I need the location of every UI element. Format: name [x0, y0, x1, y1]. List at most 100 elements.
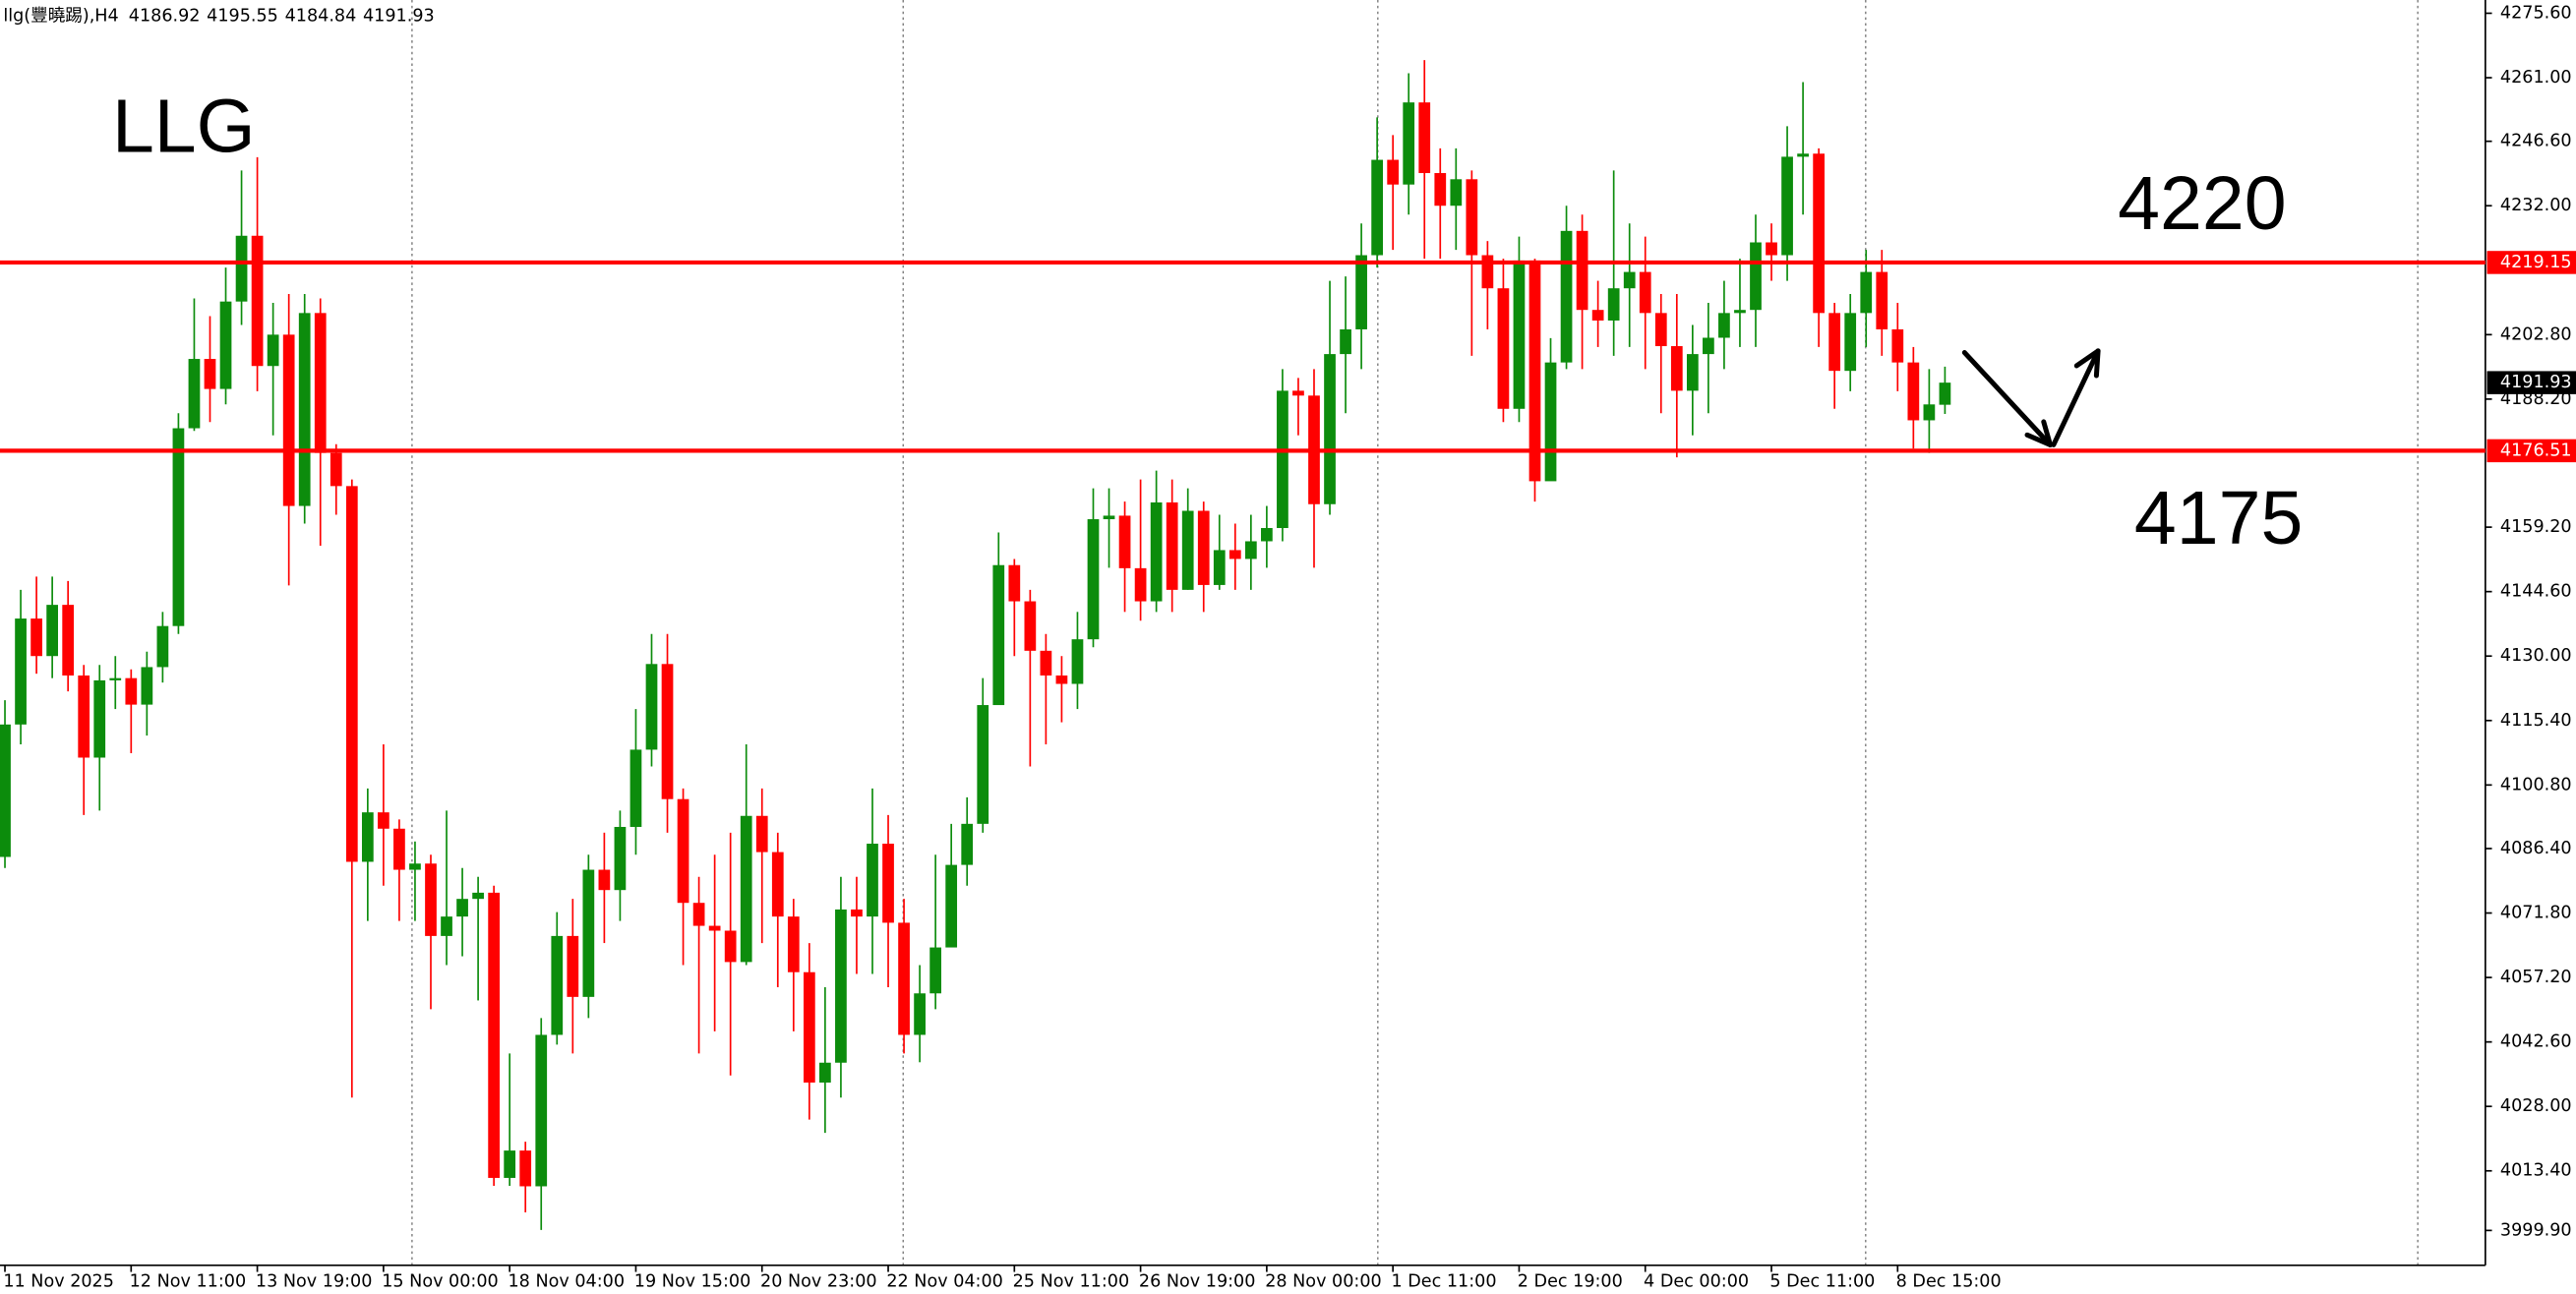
candle-body: [724, 930, 737, 963]
candle-body: [1703, 337, 1714, 355]
candle-body: [914, 993, 926, 1035]
candle-body: [1450, 179, 1463, 206]
candle-body: [1055, 675, 1068, 684]
candle-body: [1939, 382, 1951, 405]
candle-body: [15, 618, 27, 725]
candle-body: [1623, 271, 1636, 289]
candle-body: [409, 863, 421, 870]
candle-body: [472, 892, 484, 900]
candle-body: [1891, 328, 1904, 363]
candle-body: [740, 815, 752, 963]
level-label-box: [2486, 439, 2576, 463]
y-tick-label: 4159.20: [2500, 517, 2572, 537]
y-tick-label: 4100.80: [2500, 775, 2572, 794]
annotation: 4175: [2134, 476, 2303, 560]
candle-body: [329, 452, 342, 487]
candle-body: [755, 815, 768, 853]
candle-body: [1371, 159, 1383, 256]
candle-body: [851, 909, 863, 917]
candle-body: [1560, 230, 1573, 363]
candle-body: [30, 618, 42, 657]
candle-body: [425, 863, 437, 936]
candle-body: [109, 677, 122, 680]
candle-body: [1718, 313, 1730, 338]
candle-body: [1434, 173, 1447, 206]
candle-body: [992, 564, 1005, 706]
candle-body: [393, 828, 405, 870]
candle-body: [1907, 362, 1920, 421]
candle-body: [787, 916, 800, 972]
y-tick-label: 4071.80: [2500, 904, 2572, 923]
y-tick-label: 3999.90: [2500, 1220, 2572, 1240]
candle-body: [1166, 501, 1178, 590]
candle-body: [504, 1150, 516, 1178]
candle-body: [488, 892, 500, 1178]
candle-body: [235, 235, 248, 302]
candle-body: [1244, 541, 1257, 559]
candle-body: [977, 705, 989, 824]
candle-body: [1340, 328, 1351, 355]
level-label-box: [2486, 251, 2576, 274]
candle-body: [78, 675, 90, 758]
arrow-head: [2024, 432, 2053, 447]
candle-body: [692, 903, 705, 926]
x-tick-label: 2 Dec 19:00: [1518, 1272, 1623, 1292]
y-tick-label: 4086.40: [2500, 839, 2572, 858]
candle-body: [1591, 310, 1604, 321]
candle-body: [677, 798, 689, 904]
candle-body: [1324, 354, 1336, 504]
x-tick-label: 26 Nov 19:00: [1139, 1272, 1256, 1292]
x-tick-label: 1 Dec 11:00: [1391, 1272, 1496, 1292]
candle-body: [1213, 550, 1226, 585]
candle-body: [1876, 271, 1888, 329]
candle-body: [582, 869, 595, 997]
candle-body: [1197, 510, 1210, 585]
y-tick-label: 4275.60: [2500, 3, 2572, 23]
x-tick-label: 22 Nov 04:00: [886, 1272, 1003, 1292]
candle-body: [1387, 159, 1400, 185]
x-tick-label: 25 Nov 11:00: [1013, 1272, 1130, 1292]
candle-body: [62, 605, 75, 676]
candle-body: [1087, 519, 1100, 640]
candle-body: [1071, 639, 1084, 684]
candle-body: [898, 922, 910, 1035]
candle-body: [1292, 390, 1304, 396]
candle-body: [1134, 567, 1147, 602]
candle-body: [929, 947, 941, 994]
candle-body: [156, 625, 169, 668]
candle-body: [93, 679, 106, 758]
candle-body: [1118, 515, 1131, 568]
candle-body: [1277, 390, 1288, 529]
candle-body: [361, 812, 374, 862]
symbol: llg(豐曉踢),H4: [3, 7, 118, 27]
candle-body: [1181, 510, 1194, 590]
header-low: 4184.84: [285, 7, 357, 27]
arrow-head: [2073, 348, 2101, 369]
candle-body: [867, 844, 878, 917]
x-tick-label: 5 Dec 11:00: [1769, 1272, 1875, 1292]
candle-body: [1670, 346, 1683, 391]
candle-body: [1686, 354, 1699, 391]
candle-body: [1528, 260, 1541, 482]
candle-body: [567, 935, 579, 997]
candle-body: [282, 334, 295, 506]
candle-body: [345, 486, 358, 862]
x-tick-label: 11 Nov 2025: [3, 1272, 114, 1292]
annotation: 4220: [2118, 161, 2286, 246]
candle-body: [125, 677, 138, 705]
candle-body: [708, 925, 721, 931]
candle-body: [1576, 230, 1588, 311]
candle-body: [519, 1150, 532, 1187]
y-tick-label: 4013.40: [2500, 1161, 2572, 1181]
x-tick-label: 28 Nov 00:00: [1265, 1272, 1382, 1292]
candle-body: [551, 935, 564, 1035]
candle-body: [251, 235, 264, 367]
annotation: LLG: [112, 84, 256, 168]
x-tick-label: 15 Nov 00:00: [382, 1272, 499, 1292]
y-tick-label: 4232.00: [2500, 196, 2572, 215]
candle-body: [803, 971, 815, 1083]
candle-body: [661, 664, 674, 799]
